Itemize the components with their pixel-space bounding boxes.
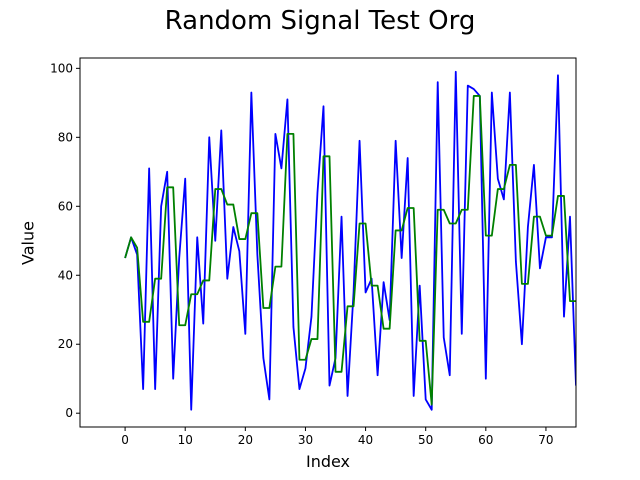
x-tick-label: 40 [358, 433, 373, 447]
x-tick-label: 60 [478, 433, 493, 447]
x-tick-label: 10 [178, 433, 193, 447]
x-tick-label: 30 [298, 433, 313, 447]
x-tick-label: 70 [538, 433, 553, 447]
y-tick-label: 80 [58, 130, 73, 144]
y-tick-label: 0 [65, 406, 73, 420]
y-axis-label: Value [18, 220, 38, 265]
x-tick-label: 20 [238, 433, 253, 447]
y-tick-label: 20 [58, 337, 73, 351]
y-axis-label-wrap: Value [8, 58, 48, 427]
y-tick-label: 40 [58, 268, 73, 282]
series-line-1 [124, 70, 576, 411]
axes-frame [79, 57, 577, 428]
x-tick-label: 0 [121, 433, 129, 447]
x-axis-label: Index [305, 452, 351, 471]
y-tick-label: 100 [50, 61, 73, 75]
x-tick-label: 50 [418, 433, 433, 447]
y-tick-label: 60 [58, 199, 73, 213]
series-line-2 [124, 95, 576, 406]
chart-title: Random Signal Test Org [164, 6, 476, 36]
